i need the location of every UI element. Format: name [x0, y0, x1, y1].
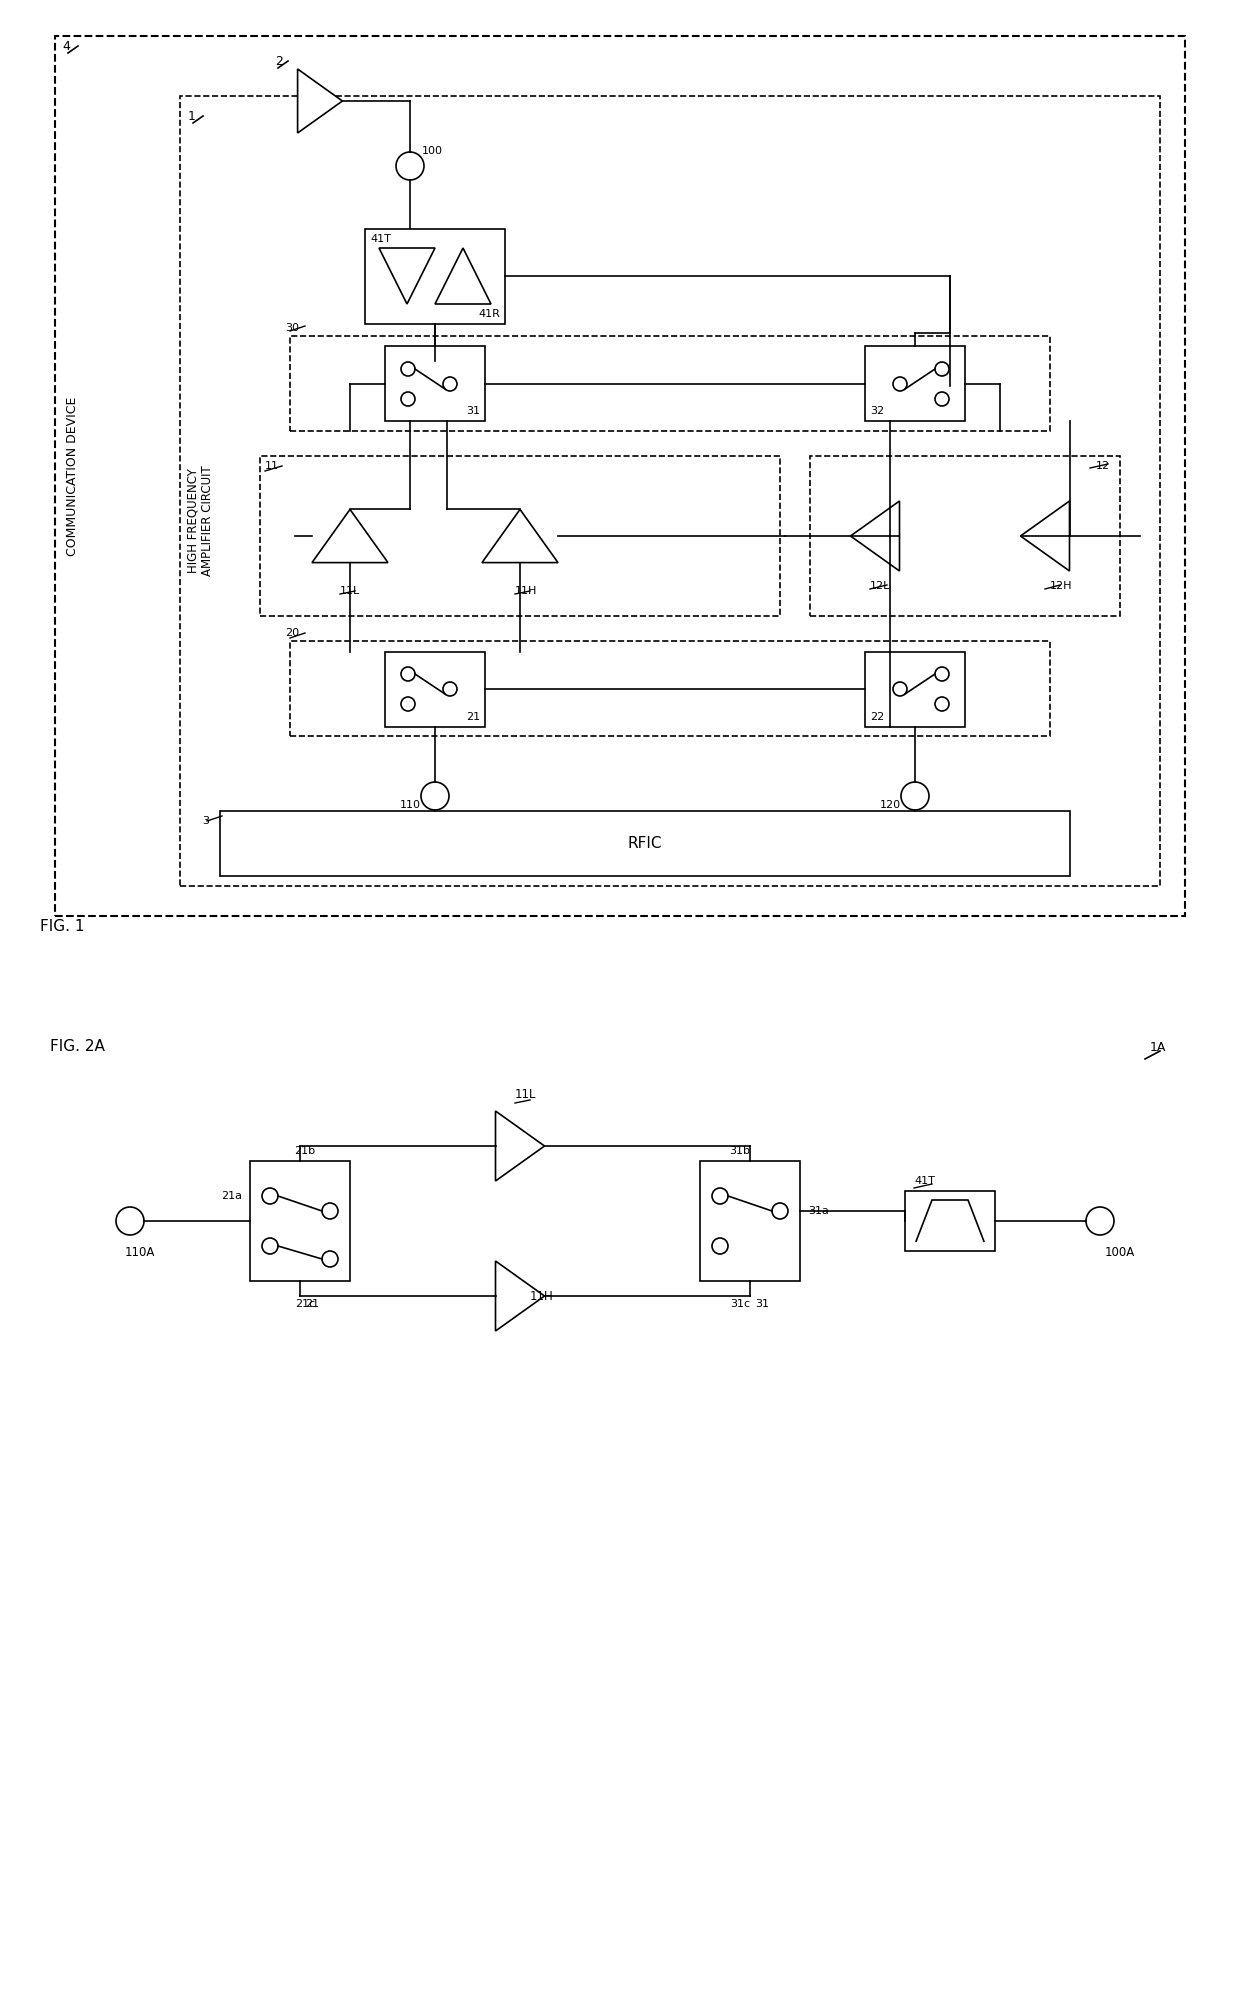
- Circle shape: [396, 152, 424, 180]
- Circle shape: [322, 1203, 339, 1219]
- Polygon shape: [312, 510, 388, 562]
- Circle shape: [901, 782, 929, 810]
- Text: FIG. 1: FIG. 1: [40, 918, 84, 934]
- Text: 1: 1: [188, 110, 196, 122]
- Circle shape: [712, 1239, 728, 1255]
- Text: 11H: 11H: [529, 1289, 554, 1303]
- Text: HIGH FREQUENCY
AMPLIFIER CIRCUIT: HIGH FREQUENCY AMPLIFIER CIRCUIT: [186, 466, 215, 576]
- Text: 2: 2: [275, 54, 283, 68]
- Text: 11L: 11L: [340, 586, 361, 596]
- Text: 110A: 110A: [125, 1247, 155, 1259]
- Polygon shape: [298, 68, 342, 132]
- Text: 31: 31: [755, 1299, 769, 1309]
- Circle shape: [773, 1203, 787, 1219]
- Polygon shape: [435, 248, 491, 304]
- Text: COMMUNICATION DEVICE: COMMUNICATION DEVICE: [66, 396, 78, 556]
- Circle shape: [935, 362, 949, 376]
- Circle shape: [401, 392, 415, 406]
- Polygon shape: [851, 500, 899, 570]
- Text: 11L: 11L: [515, 1089, 537, 1101]
- Text: 11: 11: [265, 460, 279, 470]
- Text: 32: 32: [870, 406, 884, 416]
- Text: 12L: 12L: [870, 580, 890, 590]
- Text: 30: 30: [285, 322, 299, 332]
- Circle shape: [935, 392, 949, 406]
- Text: 31b: 31b: [729, 1147, 750, 1157]
- Text: 1A: 1A: [1149, 1041, 1167, 1055]
- Text: 22: 22: [870, 712, 884, 722]
- Text: 4: 4: [62, 40, 69, 52]
- Circle shape: [443, 376, 458, 390]
- Circle shape: [422, 782, 449, 810]
- Text: 110: 110: [401, 800, 422, 810]
- Circle shape: [262, 1189, 278, 1205]
- Polygon shape: [496, 1261, 544, 1331]
- Circle shape: [893, 376, 906, 390]
- Text: 21: 21: [305, 1299, 319, 1309]
- Text: 31c: 31c: [730, 1299, 750, 1309]
- Text: 21b: 21b: [294, 1147, 315, 1157]
- Text: 3: 3: [202, 816, 210, 826]
- Text: 12: 12: [1096, 460, 1110, 470]
- Polygon shape: [482, 510, 558, 562]
- Text: 31a: 31a: [808, 1207, 828, 1217]
- Text: 12H: 12H: [1050, 580, 1073, 590]
- Text: 11H: 11H: [515, 586, 537, 596]
- Circle shape: [893, 682, 906, 696]
- Text: 20: 20: [285, 628, 299, 638]
- Text: RFIC: RFIC: [627, 836, 662, 850]
- Circle shape: [935, 666, 949, 680]
- Text: 41R: 41R: [479, 308, 500, 318]
- Circle shape: [712, 1189, 728, 1205]
- Polygon shape: [1021, 500, 1069, 570]
- Polygon shape: [496, 1111, 544, 1181]
- Circle shape: [401, 362, 415, 376]
- Text: 31: 31: [466, 406, 480, 416]
- Text: 120: 120: [880, 800, 901, 810]
- Circle shape: [401, 696, 415, 710]
- Circle shape: [262, 1239, 278, 1255]
- Circle shape: [1086, 1207, 1114, 1235]
- Circle shape: [401, 666, 415, 680]
- Polygon shape: [379, 248, 435, 304]
- Text: 21c: 21c: [295, 1299, 315, 1309]
- Text: 100: 100: [422, 146, 443, 156]
- Text: 100A: 100A: [1105, 1247, 1136, 1259]
- Circle shape: [117, 1207, 144, 1235]
- Text: 21a: 21a: [221, 1191, 242, 1201]
- Text: 41T: 41T: [914, 1177, 935, 1187]
- Circle shape: [443, 682, 458, 696]
- Text: 21: 21: [466, 712, 480, 722]
- Circle shape: [935, 696, 949, 710]
- Text: 41T: 41T: [370, 234, 391, 244]
- Circle shape: [322, 1251, 339, 1267]
- Text: FIG. 2A: FIG. 2A: [50, 1039, 105, 1055]
